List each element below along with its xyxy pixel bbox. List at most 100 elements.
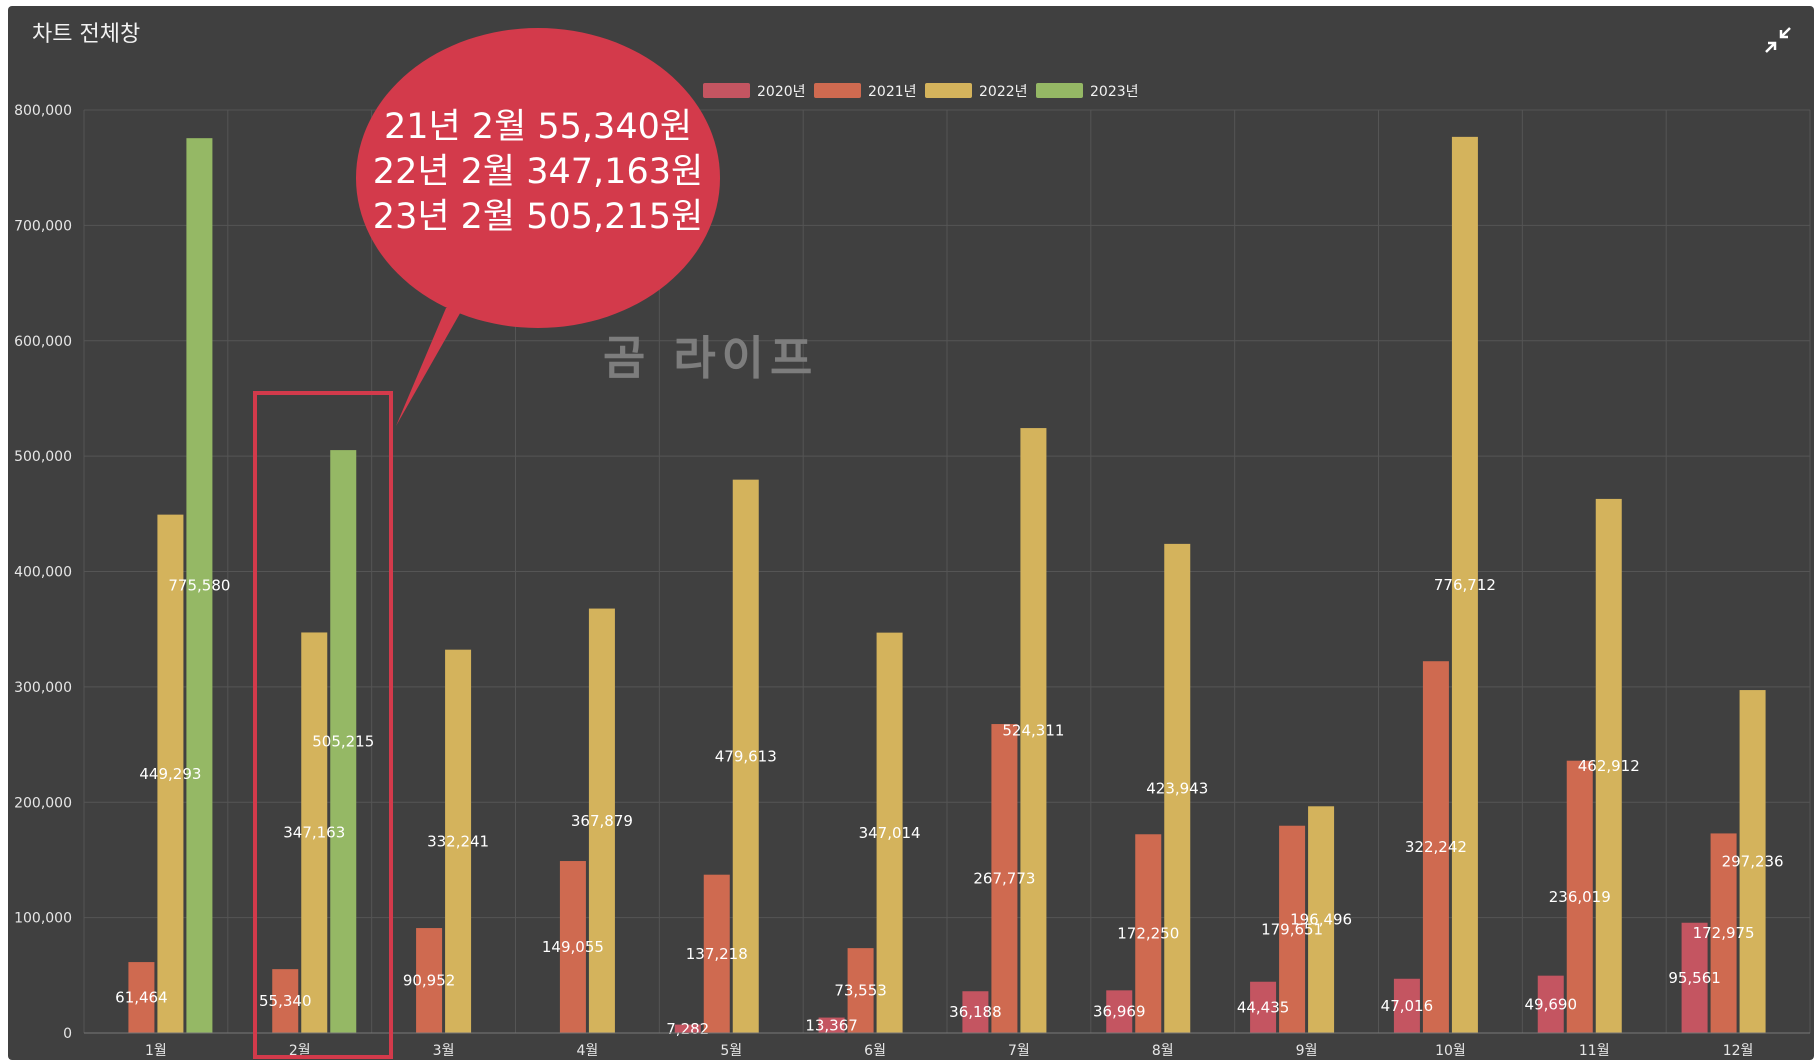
collapse-arrows-icon[interactable] bbox=[1762, 24, 1794, 56]
data-label: 775,580 bbox=[168, 577, 230, 595]
y-tick-label: 800,000 bbox=[14, 103, 72, 119]
legend-label: 2021년 bbox=[868, 84, 917, 100]
bar[interactable] bbox=[301, 632, 328, 1033]
y-tick-label: 700,000 bbox=[14, 218, 72, 234]
x-tick-label: 1월 bbox=[145, 1043, 167, 1059]
bar[interactable] bbox=[847, 948, 874, 1033]
data-label: 236,019 bbox=[1549, 888, 1611, 906]
axes: 0 100,000 200,000 300,000 400,000 500,000 600,… bbox=[14, 103, 1810, 1059]
watermark-text: 곰 라이프 bbox=[603, 331, 818, 385]
data-label: 524,311 bbox=[1002, 722, 1064, 740]
data-label: 196,496 bbox=[1290, 911, 1352, 929]
bar[interactable] bbox=[1279, 825, 1306, 1033]
legend-swatch bbox=[925, 83, 972, 98]
data-label: 367,879 bbox=[571, 812, 633, 830]
bar[interactable] bbox=[1135, 834, 1162, 1033]
data-label: 479,613 bbox=[715, 747, 777, 765]
bar[interactable] bbox=[703, 874, 730, 1033]
data-label: 73,553 bbox=[834, 982, 887, 1000]
x-tick-label: 3월 bbox=[433, 1043, 455, 1059]
callout-annotation: 21년 2월 55,340원 22년 2월 347,163원 23년 2월 50… bbox=[253, 28, 720, 1059]
data-label: 55,340 bbox=[259, 992, 312, 1010]
bar[interactable] bbox=[1106, 990, 1133, 1033]
data-label: 61,464 bbox=[115, 989, 168, 1007]
bar[interactable] bbox=[1451, 136, 1478, 1033]
legend-item[interactable]: 2021년 bbox=[814, 83, 917, 100]
bar[interactable] bbox=[186, 138, 213, 1034]
bar[interactable] bbox=[588, 608, 615, 1033]
x-tick-label: 12월 bbox=[1723, 1043, 1754, 1059]
callout-bubble bbox=[356, 28, 720, 328]
bar[interactable] bbox=[128, 962, 155, 1033]
x-tick-label: 5월 bbox=[720, 1043, 742, 1059]
legend-item[interactable]: 2020년 bbox=[703, 83, 806, 100]
bar[interactable] bbox=[330, 450, 357, 1034]
data-label: 332,241 bbox=[427, 832, 489, 850]
x-tick-label: 4월 bbox=[577, 1043, 599, 1059]
y-tick-label: 200,000 bbox=[14, 795, 72, 811]
data-label: 172,250 bbox=[1117, 925, 1179, 943]
bar[interactable] bbox=[674, 1024, 701, 1033]
bar[interactable] bbox=[962, 991, 989, 1033]
bar[interactable] bbox=[559, 861, 586, 1033]
bar-chart: 곰 라이프 61,464 449,293 775,580 55,340 347,163 5… bbox=[14, 28, 1811, 1059]
data-label: 90,952 bbox=[403, 972, 456, 990]
bar[interactable] bbox=[1595, 498, 1622, 1033]
bar[interactable] bbox=[818, 1017, 845, 1033]
bar[interactable] bbox=[1537, 975, 1564, 1033]
bar[interactable] bbox=[1308, 806, 1335, 1033]
bar[interactable] bbox=[157, 514, 184, 1033]
x-tick-label: 8월 bbox=[1152, 1043, 1174, 1059]
chart-fullscreen-window: 곰 라이프 61,464 449,293 775,580 55,340 347,163 5… bbox=[8, 6, 1814, 1060]
data-label: 423,943 bbox=[1146, 779, 1208, 797]
x-tick-label: 11월 bbox=[1579, 1043, 1610, 1059]
data-label: 47,016 bbox=[1381, 997, 1434, 1015]
data-label: 347,014 bbox=[859, 824, 921, 842]
data-label: 462,912 bbox=[1578, 757, 1640, 775]
legend-swatch bbox=[814, 83, 861, 98]
bar[interactable] bbox=[732, 479, 759, 1034]
window-title: 차트 전체창 bbox=[32, 22, 141, 47]
data-label: 172,975 bbox=[1693, 924, 1755, 942]
data-label: 322,242 bbox=[1405, 838, 1467, 856]
data-label: 95,561 bbox=[1668, 969, 1721, 987]
data-label: 36,969 bbox=[1093, 1003, 1146, 1021]
data-label: 179,651 bbox=[1261, 920, 1323, 938]
legend[interactable]: 2020년 2021년 2022년 2023년 bbox=[703, 83, 1139, 100]
bars bbox=[128, 136, 1766, 1034]
legend-item[interactable]: 2022년 bbox=[925, 83, 1028, 100]
y-tick-label: 400,000 bbox=[14, 565, 72, 581]
data-labels: 61,464 449,293 775,580 55,340 347,163 505,215… bbox=[115, 576, 1783, 1038]
callout-line-3: 23년 2월 505,215원 bbox=[373, 197, 703, 237]
data-label: 36,188 bbox=[949, 1003, 1002, 1021]
bar[interactable] bbox=[991, 724, 1018, 1033]
bar[interactable] bbox=[1164, 543, 1191, 1033]
data-label: 7,282 bbox=[666, 1020, 709, 1038]
bar[interactable] bbox=[1739, 690, 1766, 1033]
data-label: 13,367 bbox=[805, 1016, 858, 1034]
legend-label: 2022년 bbox=[979, 84, 1028, 100]
bar[interactable] bbox=[272, 969, 299, 1033]
bar[interactable] bbox=[876, 632, 903, 1033]
callout-pointer bbox=[396, 308, 463, 426]
bar[interactable] bbox=[1710, 833, 1737, 1033]
callout-line-2: 22년 2월 347,163원 bbox=[373, 152, 703, 192]
legend-swatch bbox=[1036, 83, 1083, 98]
highlight-box bbox=[253, 391, 393, 1059]
data-label: 49,690 bbox=[1525, 995, 1578, 1013]
bar[interactable] bbox=[1422, 661, 1449, 1033]
bar[interactable] bbox=[1393, 978, 1420, 1033]
x-tick-label: 9월 bbox=[1296, 1043, 1318, 1059]
data-label: 267,773 bbox=[973, 870, 1035, 888]
y-tick-label: 600,000 bbox=[14, 334, 72, 350]
bar[interactable] bbox=[445, 649, 472, 1033]
x-tick-label: 7월 bbox=[1008, 1043, 1030, 1059]
bar[interactable] bbox=[416, 928, 443, 1033]
legend-item[interactable]: 2023년 bbox=[1036, 83, 1139, 100]
data-label: 149,055 bbox=[542, 938, 604, 956]
bar[interactable] bbox=[1681, 922, 1708, 1033]
bar[interactable] bbox=[1020, 428, 1047, 1033]
y-tick-label: 0 bbox=[63, 1026, 72, 1042]
bar[interactable] bbox=[1566, 760, 1593, 1033]
bar[interactable] bbox=[1250, 981, 1277, 1033]
